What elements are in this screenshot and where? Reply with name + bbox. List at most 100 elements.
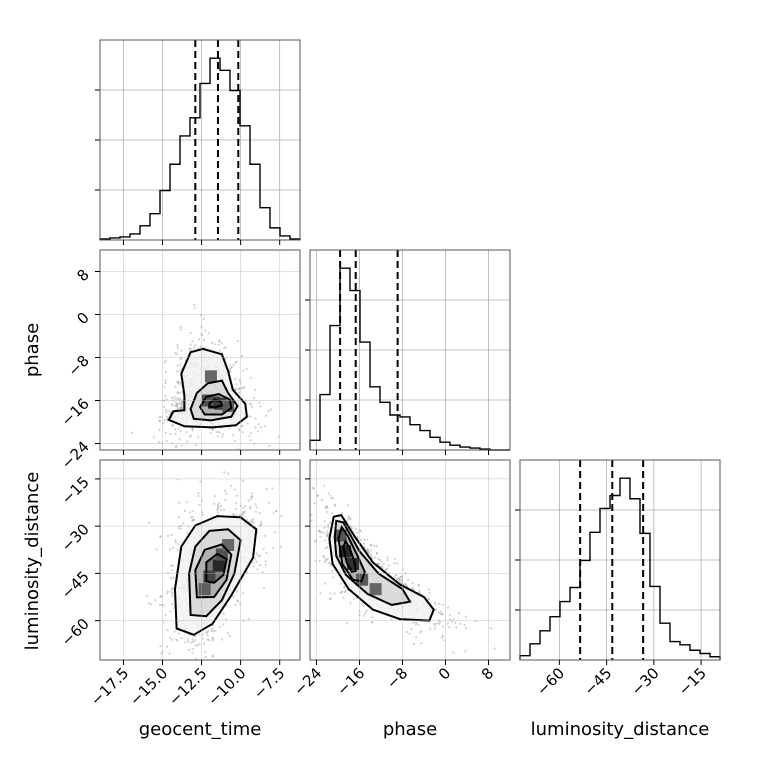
sample-point (221, 435, 224, 438)
sample-point (238, 388, 241, 391)
sample-point (179, 325, 182, 329)
sample-point (174, 539, 177, 542)
sample-point (441, 634, 444, 638)
sample-point (204, 655, 207, 659)
sample-point (192, 519, 195, 522)
sample-point (349, 602, 352, 605)
sample-point (180, 444, 183, 447)
contour-line-phase-vs-luminosity-distance (337, 524, 366, 583)
sample-point (169, 577, 172, 580)
sample-point (427, 588, 430, 591)
sample-point (252, 397, 255, 400)
sample-point (188, 435, 192, 438)
sample-point (347, 515, 350, 518)
sample-point (259, 554, 262, 557)
sample-point (398, 578, 401, 581)
sample-point (354, 527, 357, 531)
sample-point (240, 355, 243, 358)
sample-point (241, 424, 244, 427)
sample-point (393, 557, 396, 561)
sample-point (253, 557, 256, 560)
sample-point (175, 404, 178, 407)
sample-point (230, 366, 233, 369)
sample-point (164, 613, 167, 617)
sample-point (174, 432, 177, 435)
sample-point (184, 641, 187, 644)
sample-point (162, 421, 165, 424)
sample-point (228, 364, 231, 367)
sample-point (347, 518, 350, 521)
histogram-luminosity-distance (519, 477, 721, 660)
sample-point (176, 344, 179, 347)
sample-point (211, 639, 214, 642)
sample-point (439, 620, 442, 624)
sample-point (417, 584, 420, 587)
sample-point (312, 487, 315, 491)
sample-point (171, 546, 175, 549)
sample-point (181, 401, 184, 404)
y-tick-label-luminosity-distance: −45 (58, 567, 93, 602)
sample-point (385, 567, 389, 571)
sample-point (363, 614, 366, 617)
sample-point (236, 452, 238, 454)
sample-point (448, 618, 452, 621)
sample-point (251, 492, 254, 495)
sample-point (279, 545, 282, 548)
sample-point (176, 639, 179, 642)
sample-point (310, 519, 313, 522)
sample-point (308, 480, 310, 482)
sample-point (179, 405, 182, 408)
x-tick-label-luminosity-distance: −30 (628, 664, 663, 699)
sample-point (231, 434, 235, 437)
sample-point (362, 604, 365, 607)
sample-point (217, 343, 220, 347)
sample-point (370, 543, 373, 546)
sample-point (214, 629, 217, 633)
sample-point (454, 621, 457, 624)
sample-point (216, 430, 219, 434)
sample-point (464, 627, 468, 630)
sample-point (164, 379, 167, 382)
sample-point (329, 592, 332, 595)
sample-point (261, 571, 264, 574)
sample-point (367, 552, 370, 555)
sample-point (319, 530, 322, 533)
sample-point (197, 492, 200, 495)
hist-panel-frame-luminosity-distance (519, 459, 721, 661)
sample-point (264, 563, 267, 566)
sample-point (185, 501, 188, 504)
sample-point (203, 642, 206, 645)
sample-point (367, 550, 370, 553)
sample-point (164, 431, 167, 434)
sample-point (323, 526, 326, 529)
sample-point (194, 343, 197, 347)
x-tick-label-geocent-time: −7.5 (250, 664, 288, 702)
sample-point (324, 558, 327, 561)
xlabel-phase: phase (383, 719, 437, 740)
histogram-geocent-time (99, 57, 301, 240)
sample-point (438, 622, 441, 625)
sample-point (343, 586, 346, 589)
sample-point (314, 540, 317, 544)
sample-point (193, 307, 196, 310)
sample-point (198, 643, 201, 646)
sample-point (260, 520, 263, 524)
sample-point (233, 439, 236, 443)
sample-point (327, 523, 330, 527)
sample-point (329, 597, 332, 600)
sample-point (448, 614, 452, 617)
x-tick-label-phase: 0 (435, 664, 454, 683)
sample-point (221, 638, 224, 641)
sample-point (256, 430, 260, 433)
sample-point (245, 518, 248, 521)
sample-point (171, 603, 174, 606)
sample-point (403, 582, 407, 586)
sample-point (165, 411, 168, 414)
sample-point (375, 544, 378, 548)
ylabel-luminosity-distance: luminosity_distance (22, 472, 43, 651)
sample-point (206, 630, 210, 633)
sample-point (179, 369, 182, 372)
sample-point (173, 630, 176, 633)
sample-point (229, 370, 232, 373)
sample-point (190, 348, 193, 351)
